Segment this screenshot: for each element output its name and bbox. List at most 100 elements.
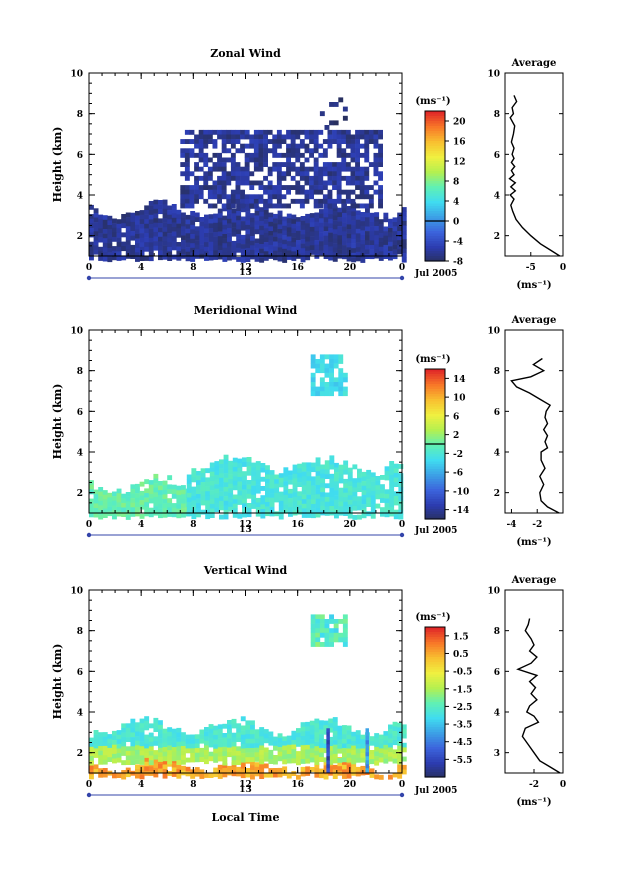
heatmap-cell [374,230,380,236]
heatmap-cell [291,228,297,234]
colorbar-segment [425,178,445,182]
heatmap-cell [336,166,342,172]
heatmap-cell [181,235,186,241]
heatmap-cell [281,203,287,209]
heatmap-cell [329,386,334,392]
heatmap-cell [326,736,330,741]
heatmap-cell [378,246,384,252]
y-tick-label: 8 [77,627,83,637]
heatmap-cell [324,483,330,489]
heatmap-cell [135,506,140,512]
heatmap-cell [221,185,227,190]
heatmap-cell [332,206,338,212]
colorbar-segment [425,727,445,731]
heatmap-cell [231,718,237,724]
heatmap-cell [401,216,407,222]
heatmap-cell [313,143,319,149]
heatmap-cell [263,232,269,238]
heatmap-cell [130,226,136,232]
y-tick-label: 10 [70,70,83,80]
heatmap-cell [236,220,242,226]
heatmap-cell [398,464,404,469]
heatmap-cell [205,505,211,510]
heatmap-cell [185,228,191,234]
colorbar-segment [425,694,445,698]
heatmap-cell [327,166,333,172]
heatmap-cell [347,504,353,510]
heatmap-cell [255,511,261,517]
heatmap-cell [314,217,320,222]
heatmap-cell [176,773,182,779]
heatmap-cell [250,245,255,251]
colorbar-segment [425,236,445,240]
colorbar-segment [425,444,445,448]
heatmap-cell [299,189,305,195]
heatmap-cell [342,245,347,250]
heatmap-cell [199,230,205,236]
heatmap-cell [334,499,339,505]
heatmap-cell [181,498,186,504]
heatmap-cell [263,198,268,204]
heatmap-cell [276,194,282,200]
heatmap-cell [299,162,305,167]
colorbar-segment [425,769,445,773]
heatmap-cell [351,229,357,235]
heatmap-cell [116,730,122,735]
heatmap-cell [208,255,214,261]
heatmap-cell [383,217,389,223]
heatmap-cell [245,748,251,753]
heatmap-cell [184,152,190,158]
heatmap-cell [329,632,334,638]
heatmap-cell [314,768,320,774]
heatmap-cell [89,227,94,233]
heatmap-cell [121,737,127,743]
heatmap-cell [209,490,215,495]
heatmap-cell [144,256,150,261]
x-tick-label: 0 [399,780,405,790]
x-tick-label: 0 [86,780,92,790]
heatmap-cell [213,250,219,256]
heatmap-cell [171,236,177,242]
heatmap-cell [176,769,182,775]
heatmap-cell [324,497,330,502]
heatmap-cell [93,730,99,735]
heatmap-cell [273,241,278,247]
heatmap-cell [282,244,288,250]
heatmap-cell [227,720,232,725]
heatmap-cell [217,227,223,232]
heatmap-cell [235,148,241,154]
heatmap-cell [278,500,284,506]
heatmap-cell [93,249,99,255]
heatmap-cell [232,503,238,509]
heatmap-cell [324,623,330,629]
heatmap-cell [273,246,278,251]
heatmap-cell [263,763,269,769]
heatmap-cell [244,152,250,158]
heatmap-cell [263,255,269,261]
heatmap-cell [369,245,375,250]
heatmap-cell [112,509,117,515]
heatmap-cell [235,171,241,177]
heatmap-cell [89,498,94,504]
heatmap-cell [397,759,403,765]
heatmap-cell [369,750,375,755]
heatmap-cell [360,258,366,263]
heatmap-cell [250,236,255,241]
heatmap-cell [342,115,348,121]
heatmap-cell [153,213,159,219]
heatmap-cell [255,502,261,508]
heatmap-cell [240,739,246,745]
heatmap-cell [328,741,334,747]
heatmap-cell [370,504,376,510]
heatmap-cell [235,129,241,135]
heatmap-cell [232,476,238,481]
heatmap-cell [227,251,232,256]
heatmap-cell [388,774,393,780]
heatmap-cell [310,377,316,383]
colorbar-segment [425,516,445,520]
heatmap-cell [318,166,324,172]
heatmap-cell [259,774,265,779]
heatmap-cell [203,152,209,158]
heatmap-cell [332,233,338,239]
x-tick-label: 4 [138,263,144,273]
